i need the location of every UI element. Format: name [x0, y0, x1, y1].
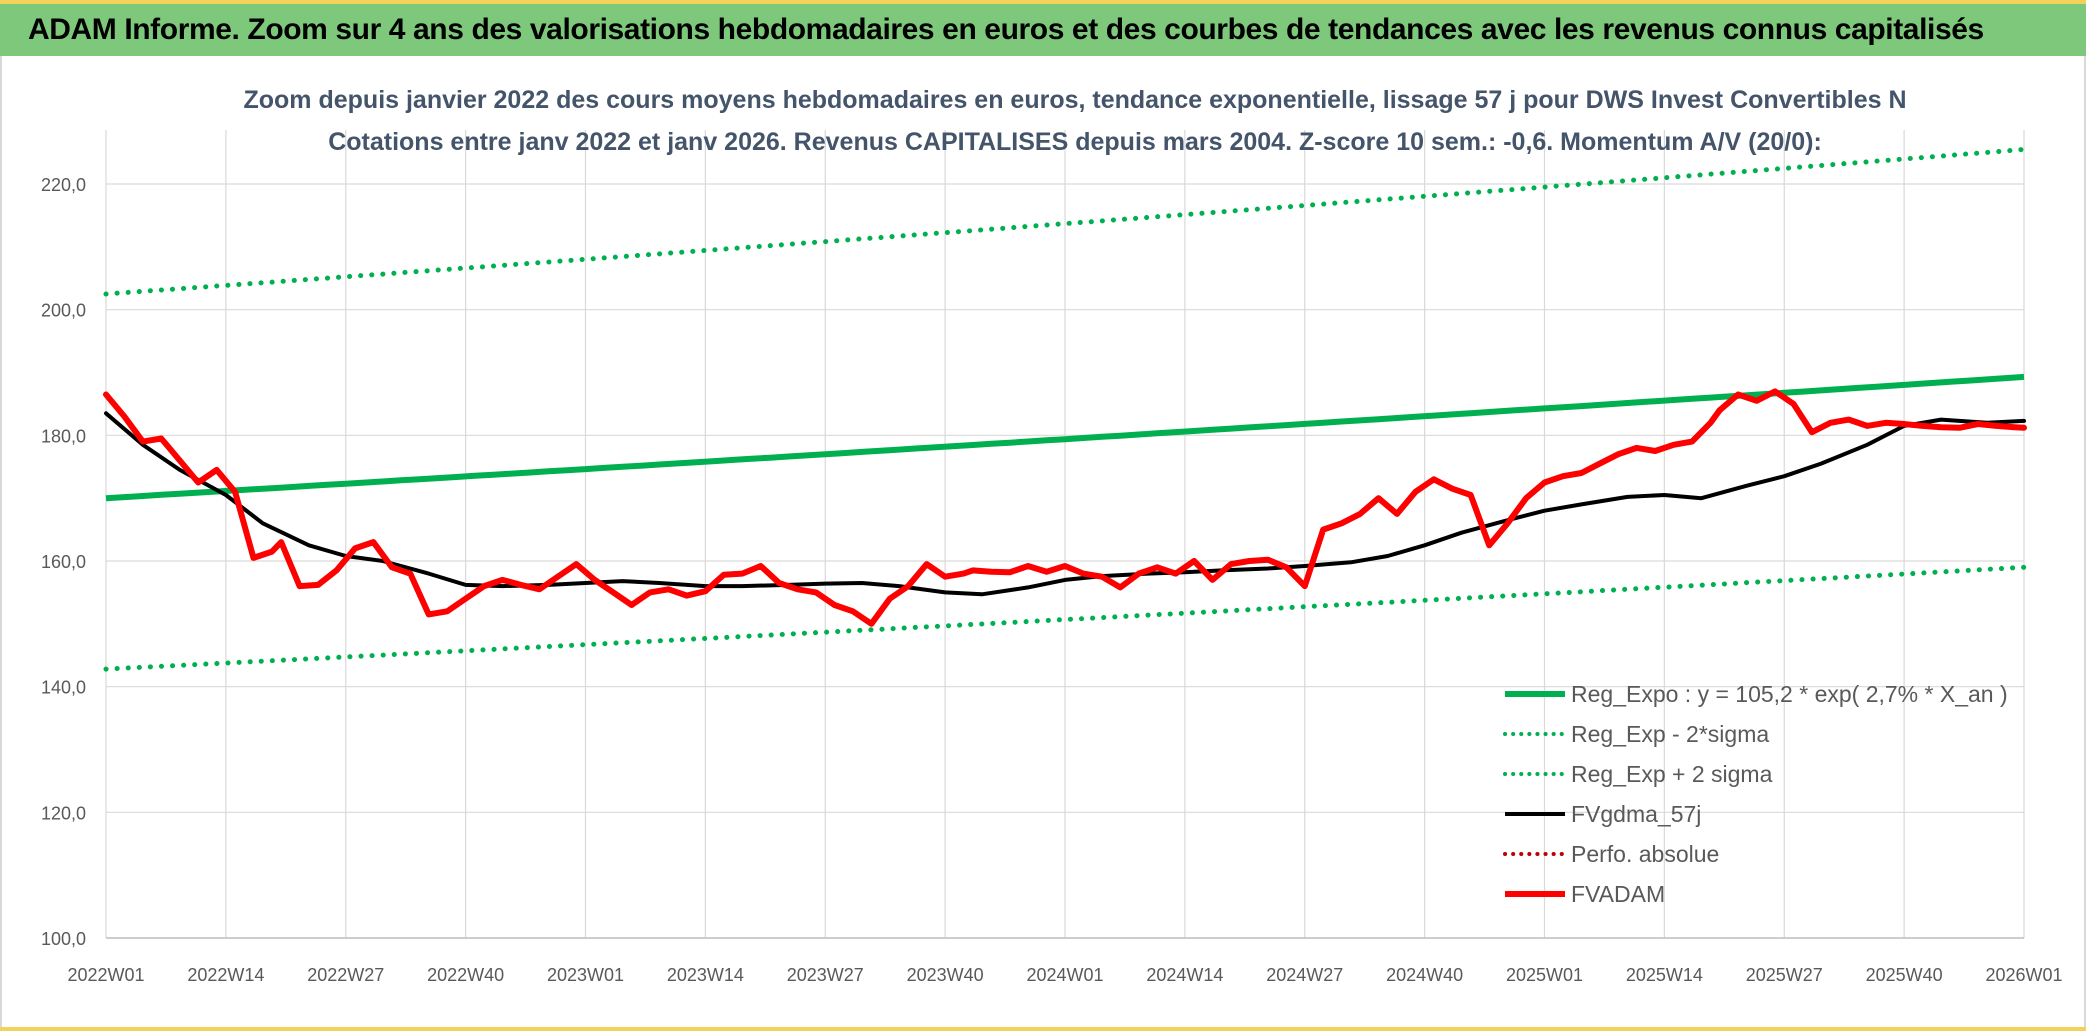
chart-title-line-2: Cotations entre janv 2022 et janv 2026. …	[328, 128, 1822, 156]
moving-average-line	[104, 411, 2026, 597]
bottom-accent-bar	[0, 1027, 2086, 1031]
chart-series	[103, 146, 2027, 672]
x-tick-label: 2025W01	[1506, 965, 1583, 985]
regression-trend-line	[105, 373, 2025, 502]
legend-label: FVgdma_57j	[1571, 801, 1701, 827]
legend-label: Reg_Exp - 2*sigma	[1571, 721, 1769, 747]
y-tick-label: 220,0	[41, 175, 86, 195]
x-tick-label: 2022W01	[67, 965, 144, 985]
y-tick-label: 200,0	[41, 301, 86, 321]
lower-band-line	[103, 564, 2027, 672]
x-tick-label: 2023W01	[547, 965, 624, 985]
x-tick-label: 2023W40	[907, 965, 984, 985]
legend-item: Reg_Expo : y = 105,2 * exp( 2,7% * X_an …	[1505, 681, 2008, 707]
x-tick-label: 2024W14	[1146, 965, 1223, 985]
legend-label: FVADAM	[1571, 881, 1665, 907]
chart-title-line-1: Zoom depuis janvier 2022 des cours moyen…	[243, 86, 1906, 114]
x-tick-label: 2024W01	[1026, 965, 1103, 985]
report-banner: ADAM Informe. Zoom sur 4 ans des valoris…	[0, 0, 2086, 56]
legend-item: Reg_Exp + 2 sigma	[1503, 761, 1773, 787]
upper-band-line	[103, 146, 2027, 297]
x-axis-ticks: 2022W01 2022W14 2022W27 2022W40 2023W01 2023W…	[67, 965, 2062, 985]
x-tick-label: 2025W27	[1746, 965, 1823, 985]
chart-grid	[105, 130, 2025, 939]
chart-frame	[0, 56, 2086, 1031]
report-title: ADAM Informe. Zoom sur 4 ans des valoris…	[28, 13, 1984, 46]
x-tick-label: 2024W27	[1266, 965, 1343, 985]
x-tick-label: 2025W40	[1866, 965, 1943, 985]
y-tick-label: 120,0	[41, 803, 86, 823]
x-tick-label: 2023W27	[787, 965, 864, 985]
y-tick-label: 100,0	[41, 929, 86, 949]
legend-item: Perfo. absolue	[1503, 841, 1719, 867]
legend-label: Reg_Exp + 2 sigma	[1571, 761, 1773, 787]
fvadam-line	[103, 388, 2027, 627]
y-tick-label: 140,0	[41, 678, 86, 698]
y-tick-label: 180,0	[41, 426, 86, 446]
chart-legend: Reg_Expo : y = 105,2 * exp( 2,7% * X_an …	[1503, 681, 2008, 907]
legend-label: Reg_Expo : y = 105,2 * exp( 2,7% * X_an …	[1571, 681, 2008, 707]
x-tick-label: 2026W01	[1985, 965, 2062, 985]
x-tick-label: 2025W14	[1626, 965, 1703, 985]
legend-label: Perfo. absolue	[1571, 841, 1719, 867]
x-tick-label: 2022W14	[187, 965, 264, 985]
legend-item: FVgdma_57j	[1505, 801, 1701, 827]
x-tick-label: 2024W40	[1386, 965, 1463, 985]
y-axis-ticks: 100,0 120,0 140,0 160,0 180,0 200,0 220,0	[41, 175, 86, 949]
y-tick-label: 160,0	[41, 552, 86, 572]
x-tick-label: 2022W40	[427, 965, 504, 985]
x-tick-label: 2023W14	[667, 965, 744, 985]
legend-item: Reg_Exp - 2*sigma	[1503, 721, 1769, 747]
x-tick-label: 2022W27	[307, 965, 384, 985]
legend-item: FVADAM	[1505, 881, 1665, 907]
